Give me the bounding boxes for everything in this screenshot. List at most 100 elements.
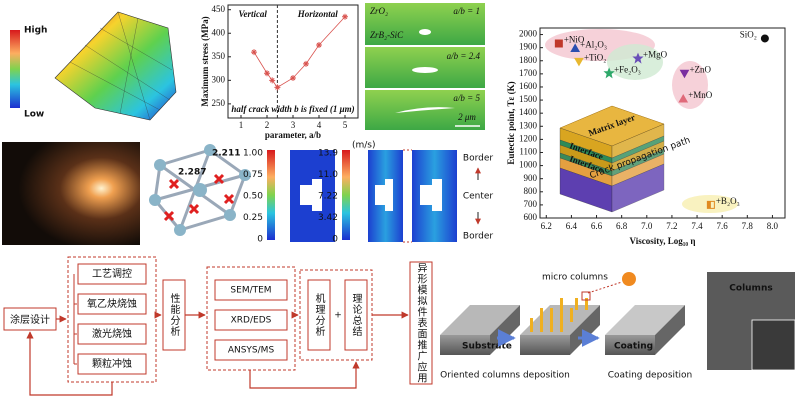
flow-node: 异形模拟件表面推广应用 bbox=[415, 262, 427, 383]
point bbox=[570, 43, 581, 52]
process-step: Oriented columns deposition bbox=[440, 371, 570, 381]
sim-label: Border bbox=[463, 232, 493, 242]
plot-frame bbox=[227, 4, 359, 119]
colorbar-tick: 13.9 bbox=[318, 149, 338, 159]
point-label: +MnO bbox=[688, 90, 713, 100]
y-tick-label: 250 bbox=[212, 98, 226, 108]
point bbox=[251, 49, 257, 56]
simulation: Border Center Border bbox=[290, 149, 494, 243]
y-tick-label: 700 bbox=[524, 199, 538, 209]
colorbar-tick: 11.0 bbox=[318, 170, 338, 180]
y-tick-label: 1300 bbox=[519, 120, 538, 130]
label: ZrB₂-SiC bbox=[370, 30, 404, 40]
x-tick-label: 8.0 bbox=[767, 221, 779, 231]
point-label: +ZnO bbox=[689, 64, 711, 74]
x-tick-label: 6.6 bbox=[591, 221, 603, 231]
slab-label: Coating bbox=[614, 342, 653, 352]
point-label: +Fe₂O₃ bbox=[614, 64, 641, 74]
flow-box bbox=[214, 279, 288, 301]
label: a/b = 1 bbox=[453, 6, 480, 16]
process: Substrate micro columns Coating Oriented… bbox=[440, 272, 796, 381]
label: a/b = 5 bbox=[453, 93, 480, 103]
y-tick-label: 350 bbox=[212, 51, 226, 61]
label: a/b = 2.4 bbox=[447, 51, 481, 61]
group-shade bbox=[672, 61, 708, 109]
x-tick-label: 6.8 bbox=[616, 221, 628, 231]
colorbar bbox=[267, 150, 275, 240]
sem-inset bbox=[751, 319, 796, 371]
sem-label: Columns bbox=[729, 284, 772, 294]
axis-title: Eutectic point, Tε (K) bbox=[506, 81, 516, 164]
label: ZrO₂ bbox=[370, 6, 388, 16]
y-tick-label: 1700 bbox=[519, 68, 538, 78]
x-tick-label: 7.8 bbox=[742, 221, 754, 231]
y-tick-label: 1000 bbox=[519, 160, 538, 170]
colorbar-tick: 7.22 bbox=[318, 192, 338, 202]
point bbox=[274, 84, 281, 91]
point bbox=[342, 13, 348, 20]
fe-model: High Low bbox=[10, 11, 177, 121]
point bbox=[760, 34, 769, 43]
flow-box bbox=[214, 309, 288, 331]
bond-length: 2.211 bbox=[212, 149, 240, 159]
colorbar-unit: (m/s) bbox=[352, 141, 376, 151]
point bbox=[678, 94, 689, 103]
flow-chart: 涂层设计 性能分析 机理分析 + 理论总结 异形模拟件表面推广应用 bbox=[3, 256, 433, 396]
crack bbox=[395, 107, 455, 113]
crystal: 2.211 2.287 bbox=[149, 144, 251, 236]
point-label: +B₂O₃ bbox=[716, 196, 740, 206]
x-tick-label: 6.4 bbox=[566, 221, 578, 231]
slab-label: Substrate bbox=[462, 342, 512, 352]
legend-low: Low bbox=[24, 110, 44, 120]
y-tick-label: 400 bbox=[212, 27, 226, 37]
legend-high: High bbox=[24, 26, 47, 36]
flow-plus: + bbox=[334, 311, 342, 321]
colorbar-tick: 0 bbox=[332, 235, 338, 245]
y-tick-label: 1100 bbox=[519, 147, 537, 157]
point-half bbox=[707, 201, 711, 209]
point-label: +TiO₂ bbox=[584, 52, 606, 62]
y-tick-label: 800 bbox=[524, 186, 538, 196]
y-tick-label: 900 bbox=[524, 173, 538, 183]
flow-node: 激光烧蚀 bbox=[92, 327, 132, 340]
x-tick-label: 7.0 bbox=[641, 221, 653, 231]
point bbox=[679, 69, 690, 79]
x-tick-label: 7.4 bbox=[691, 221, 703, 231]
flow-node: 颗粒冲蚀 bbox=[92, 357, 132, 370]
flow-box bbox=[77, 263, 147, 285]
sim-label: Center bbox=[463, 192, 494, 202]
colorbar bbox=[342, 150, 350, 240]
point-label: SiO₂ bbox=[740, 30, 757, 40]
y-tick-label: 1500 bbox=[519, 94, 538, 104]
colorbar-tick: 0 bbox=[257, 235, 263, 245]
flame-photo bbox=[2, 142, 140, 245]
point bbox=[264, 70, 270, 77]
flow-box bbox=[77, 323, 147, 345]
crack-panel bbox=[365, 3, 485, 45]
point-label: +Al₂O₃ bbox=[580, 40, 607, 50]
point-label: +NiO bbox=[564, 35, 585, 45]
bond-length: 2.287 bbox=[178, 168, 206, 178]
flow-node: 机理分析 bbox=[313, 292, 325, 337]
y-tick-label: 2000 bbox=[519, 29, 538, 39]
y-tick-label: 1600 bbox=[519, 81, 538, 91]
colorbar-tick: 1.00 bbox=[243, 149, 263, 159]
point bbox=[269, 77, 276, 84]
crack bbox=[412, 67, 438, 73]
y-tick-label: 300 bbox=[212, 74, 226, 84]
mesh-lines bbox=[69, 11, 173, 121]
x-tick-label: 7.2 bbox=[666, 221, 677, 231]
point bbox=[574, 57, 584, 67]
x-tick-label: 5 bbox=[343, 120, 348, 130]
flow-box bbox=[214, 339, 288, 361]
color-scale bbox=[10, 30, 20, 108]
sim-label: Border bbox=[463, 154, 493, 164]
flow-node: 氧乙炔烧蚀 bbox=[87, 297, 137, 310]
point bbox=[632, 52, 644, 64]
y-tick-label: 1200 bbox=[519, 133, 538, 143]
flow-node: 性能分析 bbox=[168, 292, 180, 337]
process-step: Coating deposition bbox=[608, 371, 693, 381]
crack bbox=[419, 29, 431, 35]
y-tick-label: 1900 bbox=[519, 42, 538, 52]
region-label: Horizontal bbox=[297, 9, 339, 19]
